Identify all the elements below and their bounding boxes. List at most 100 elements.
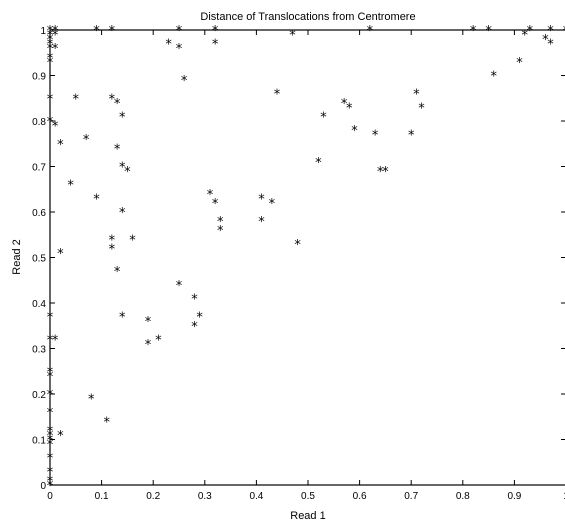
axis-ticks: 0 0.1 0.2 0.3 0.4 0.5 0.6 0.7 0.8 0.9 1 0 0.1 0.2 0.3 0… [32, 26, 565, 502]
data-point: * [547, 38, 554, 53]
data-point: * [145, 315, 152, 330]
data-point: * [119, 110, 126, 125]
data-point: * [269, 197, 276, 212]
data-point: * [119, 161, 126, 176]
data-point: * [93, 192, 100, 207]
data-point: * [114, 142, 121, 157]
y-tick-label: 0.3 [32, 345, 46, 356]
data-point: * [367, 24, 374, 39]
data-point: * [181, 74, 188, 89]
data-point: * [83, 133, 90, 148]
data-point: * [191, 320, 198, 335]
data-point: * [119, 206, 126, 221]
data-point: * [289, 29, 296, 44]
data-point: * [88, 393, 95, 408]
data-point: * [114, 97, 121, 112]
data-point: * [491, 70, 498, 85]
data-point: * [196, 311, 203, 326]
data-point: * [52, 29, 59, 44]
data-point: * [165, 38, 172, 53]
plot-frame [49, 29, 565, 486]
data-point: * [563, 24, 565, 39]
x-tick-label: 0.6 [353, 491, 367, 502]
y-tick-label: 0.5 [32, 254, 46, 265]
data-point: * [109, 233, 116, 248]
data-point: * [57, 247, 64, 262]
data-point: * [155, 333, 162, 348]
y-tick-label: 0.6 [32, 208, 46, 219]
data-point: * [372, 129, 379, 144]
data-point: * [217, 224, 224, 239]
data-point: * [382, 165, 389, 180]
data-point: * [124, 165, 131, 180]
x-tick-label: 0.4 [249, 491, 263, 502]
data-point: * [104, 415, 111, 430]
x-tick-label: 0.5 [301, 491, 315, 502]
data-point: * [315, 156, 322, 171]
data-point: * [52, 24, 59, 39]
data-point: * [258, 215, 265, 230]
y-tick-label: 0.9 [32, 72, 46, 83]
data-point: * [346, 101, 353, 116]
data-point: * [129, 233, 136, 248]
chart-title: Distance of Translocations from Centrome… [200, 11, 415, 23]
data-point: * [57, 138, 64, 153]
data-point: * [52, 42, 59, 57]
data-point: * [341, 97, 348, 112]
data-point: * [521, 29, 528, 44]
data-point: * [114, 265, 121, 280]
data-point: * [408, 129, 415, 144]
data-point: * [212, 38, 219, 53]
x-tick-label: 0.2 [146, 491, 160, 502]
data-point: * [73, 92, 80, 107]
data-point: * [418, 101, 425, 116]
data-point: * [67, 179, 74, 194]
data-point: * [57, 429, 64, 444]
data-point: * [109, 24, 116, 39]
data-point: * [52, 120, 59, 135]
data-point: * [547, 24, 554, 39]
y-tick-label: 0.7 [32, 163, 46, 174]
data-point: * [258, 192, 265, 207]
data-point: * [351, 124, 358, 139]
y-axis-label: Read 2 [11, 239, 23, 274]
data-point: * [542, 33, 549, 48]
y-tick-label: 1 [40, 26, 46, 37]
data-point: * [527, 24, 534, 39]
data-point: * [109, 92, 116, 107]
data-point: * [212, 197, 219, 212]
data-point: * [145, 338, 152, 353]
data-point: * [207, 188, 214, 203]
data-point: * [176, 24, 183, 39]
data-point: * [47, 479, 54, 494]
data-point: * [176, 279, 183, 294]
x-tick-label: 0.1 [95, 491, 109, 502]
y-tick-label: 0.2 [32, 390, 46, 401]
data-point: * [176, 42, 183, 57]
data-point: * [191, 292, 198, 307]
data-point: * [413, 88, 420, 103]
x-tick-label: 0.8 [456, 491, 470, 502]
x-tick-label: 0.3 [198, 491, 212, 502]
x-tick-label: 0.7 [404, 491, 418, 502]
data-point: * [320, 110, 327, 125]
y-tick-label: 0.4 [32, 299, 46, 310]
x-tick-label: 1 [563, 491, 565, 502]
y-tick-label: 0 [40, 481, 46, 492]
data-point: * [274, 88, 281, 103]
y-tick-label: 0.1 [32, 436, 46, 447]
data-point: * [119, 311, 126, 326]
x-axis-label: Read 1 [290, 510, 325, 522]
x-tick-label: 0 [47, 491, 53, 502]
data-point: * [294, 238, 301, 253]
data-point: * [212, 24, 219, 39]
data-point: * [485, 24, 492, 39]
y-tick-label: 0.8 [32, 117, 46, 128]
data-point: * [93, 24, 100, 39]
data-point: * [516, 56, 523, 71]
data-point: * [52, 333, 59, 348]
data-point: * [377, 165, 384, 180]
data-point: * [109, 242, 116, 257]
